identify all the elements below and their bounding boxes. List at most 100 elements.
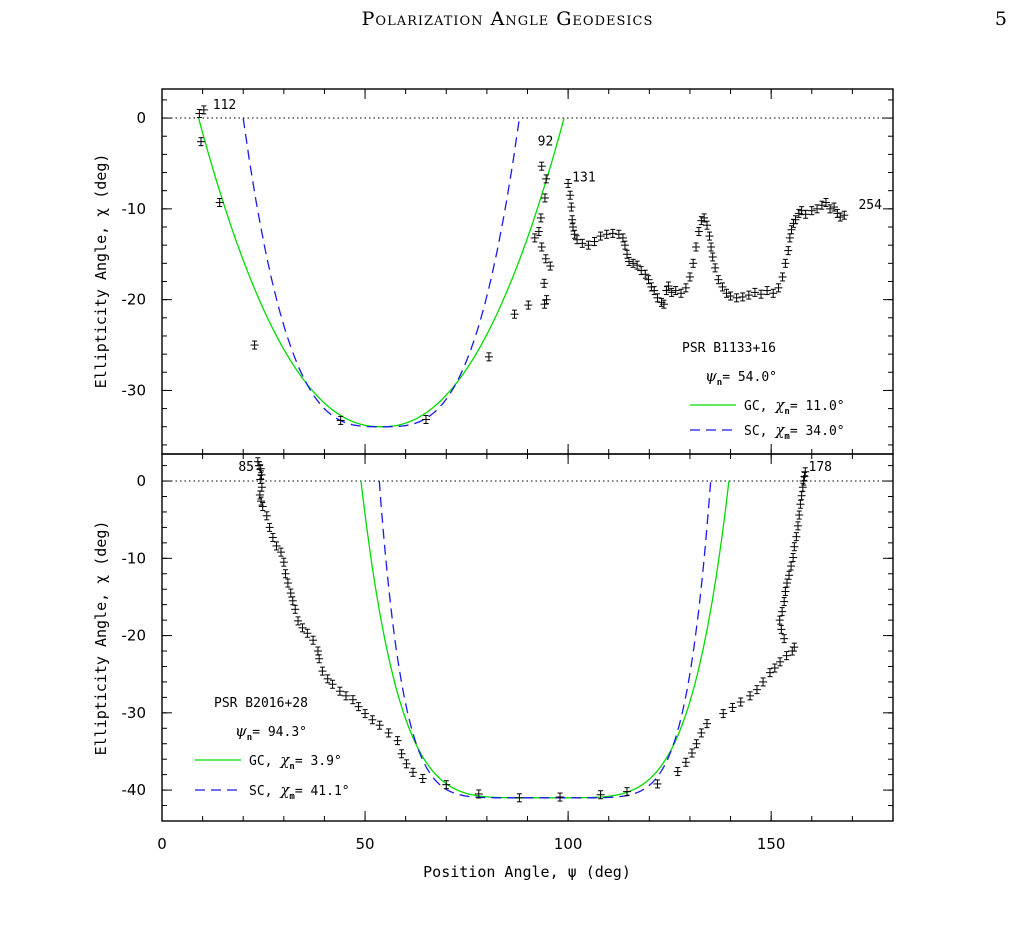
legend-psi-row: ψn= 54.0° [705,367,777,388]
legend: PSR B2016+28 ψn= 94.3° GC, χn= 3.9° SC, … [195,696,350,802]
data-point [752,685,761,695]
data-point [442,780,451,790]
data-point [757,289,766,299]
data-point [722,288,731,298]
point-annotation: 178 [809,460,832,475]
legend-gc-row: GC, χn= 11.0° [744,396,845,417]
data-point [700,213,709,223]
data-point [673,767,682,777]
data-point [784,246,793,256]
y-tick-label: -20 [122,291,147,309]
data-point [821,197,830,207]
data-point [578,238,587,248]
data-point [780,634,789,644]
data-point [797,491,806,501]
data-points [253,457,810,803]
data-point [484,352,493,362]
data-point [541,254,550,264]
data-point [257,470,266,480]
data-point [681,283,690,293]
legend-gc-row: GC, χn= 3.9° [249,751,342,772]
point-annotation: 92 [538,134,554,149]
data-point [778,272,787,282]
data-point [744,290,753,300]
data-point [283,578,292,588]
data-point [288,596,297,606]
data-point [298,623,307,633]
data-point [732,293,741,303]
data-point [782,651,791,661]
data-point [272,541,281,551]
data-point [664,281,673,291]
panel-bottom: 0 -10 -20 -30 -40 0 50 100 150 85 178 PSR B2016+… [92,453,894,881]
panel-top: 0 -10 -20 -30 112 92 131 254 PSR B1133+16 ψn= … [92,88,894,455]
data-point [697,728,706,738]
data-point [659,299,668,309]
data-point [536,213,545,223]
data-point [564,178,573,188]
data-point [641,269,650,279]
data-point [393,736,402,746]
data-point [777,624,786,634]
point-annotations: 85 178 [238,460,832,475]
data-point [787,561,796,571]
data-point [309,635,318,645]
data-point [199,105,208,115]
data-point [644,275,653,285]
data-point [546,261,555,271]
data-point [800,471,809,481]
data-point [633,260,642,270]
data-point [540,299,549,309]
data-point [303,628,312,638]
data-point [262,511,271,521]
data-point [728,702,737,712]
data-point [568,222,577,232]
data-point [542,174,551,184]
data-point [567,202,576,212]
axis-ticks [161,89,894,454]
data-point [530,233,539,243]
point-annotation: 254 [858,198,882,213]
data-point [281,569,290,579]
data-point [265,522,274,532]
data-point [703,719,712,729]
data-point [286,588,295,598]
data-point [765,668,774,678]
data-point [650,286,659,296]
data-point [830,202,839,212]
data-point [770,663,779,673]
data-point [622,249,631,259]
data-point [515,793,524,803]
data-point [524,300,533,310]
data-point [534,227,543,237]
data-point [540,193,549,203]
data-point [792,532,801,542]
data-point [318,666,327,676]
data-point [256,474,265,484]
y-tick-label: -40 [122,781,147,799]
data-point [785,233,794,243]
data-point [692,242,701,252]
data-point [196,137,205,147]
data-point [341,691,350,701]
data-point [268,532,277,542]
data-point [793,521,802,531]
data-point [681,757,690,767]
data-point [714,275,723,285]
point-annotations: 112 92 131 254 [213,98,882,213]
data-point [817,200,826,210]
data-point [555,792,564,802]
data-point [397,749,406,759]
data-point [677,288,686,298]
legend-psi-row: ψn= 94.3° [235,722,307,743]
data-point [629,258,638,268]
data-point [540,278,549,288]
data-point [596,790,605,800]
data-point [705,231,714,241]
data-point [840,210,849,220]
data-point [368,715,377,725]
data-point [783,578,792,588]
data-point [746,691,755,701]
data-point [791,215,800,225]
